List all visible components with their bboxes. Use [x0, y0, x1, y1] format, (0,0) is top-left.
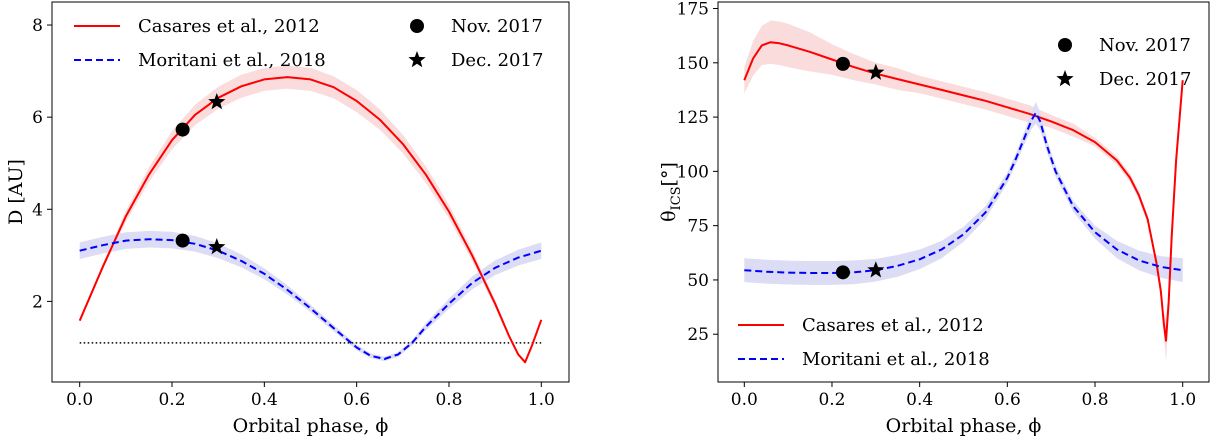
x-tick-label: 1.0	[528, 390, 555, 410]
legend-marker-star	[1056, 70, 1074, 87]
axes-frame	[717, 1, 1210, 383]
legend-marker-star	[408, 51, 426, 68]
band-casares	[744, 20, 1183, 363]
y-tick-label: 175	[677, 0, 709, 20]
band-moritani	[744, 101, 1183, 285]
marker-dec-2017-0	[208, 93, 226, 110]
band-casares	[79, 65, 542, 364]
x-tick-label: 0.4	[251, 390, 278, 410]
x-tick-label: 0.2	[158, 390, 185, 410]
legend-bottom-left: Casares et al., 2012 Moritani et al., 201…	[738, 315, 990, 370]
y-tick-label: 150	[677, 54, 709, 74]
chart-panel-angle: 0.0 0.2 0.4 0.6 0.8 1.0 25 50 75 100 125 150 175 Orbi…	[658, 0, 1210, 437]
legend-top-right: Nov. 2017 Dec. 2017	[408, 16, 543, 71]
x-tick-label: 0.0	[731, 390, 758, 410]
y-tick-label: 100	[677, 162, 709, 182]
x-tick-label: 1.0	[1169, 390, 1196, 410]
y-tick-label: 6	[32, 108, 43, 128]
legend-label: Casares et al., 2012	[802, 315, 984, 336]
band-moritani	[79, 230, 542, 362]
plot-area	[78, 65, 543, 364]
legend-marker-circle	[1058, 38, 1072, 52]
x-tick-label: 0.8	[1081, 390, 1108, 410]
y-axis-label: θICS[°]	[658, 162, 684, 222]
x-axis-label: Orbital phase, ϕ	[886, 415, 1042, 437]
marker-nov-2017-1	[175, 233, 190, 248]
plot-area	[743, 20, 1184, 363]
x-tick-label: 0.8	[435, 390, 462, 410]
y-axis-label: D [AU]	[5, 159, 27, 225]
legend-marker-circle	[410, 19, 424, 33]
legend-label: Casares et al., 2012	[138, 16, 320, 37]
x-tick-label: 0.6	[343, 390, 370, 410]
axes-frame	[51, 1, 570, 383]
series-line-moritani	[79, 238, 542, 360]
x-axis-label: Orbital phase, ϕ	[233, 415, 389, 437]
legend-top-right: Nov. 2017 Dec. 2017	[1056, 35, 1191, 90]
legend-label: Dec. 2017	[1099, 69, 1191, 90]
y-tick-label: 50	[687, 271, 709, 291]
y-tick-label: 8	[32, 16, 43, 36]
x-tick-label: 0.6	[994, 390, 1021, 410]
y-tick-label: 25	[687, 325, 709, 345]
marker-dec-2017-1	[867, 261, 885, 278]
legend-label: Nov. 2017	[451, 16, 543, 37]
x-tick-label: 0.4	[906, 390, 933, 410]
y-tick-label: 125	[677, 108, 709, 128]
legend-label: Dec. 2017	[451, 50, 543, 71]
marker-dec-2017-0	[867, 63, 885, 80]
legend-label: Moritani et al., 2018	[802, 349, 990, 370]
legend-label: Moritani et al., 2018	[138, 50, 326, 71]
legend-label: Nov. 2017	[1099, 35, 1191, 56]
series-line-casares	[78, 76, 543, 364]
y-tick-label: 2	[32, 292, 43, 312]
legend-top-left: Casares et al., 2012 Moritani et al., 201…	[74, 16, 326, 71]
x-tick-label: 0.2	[818, 390, 845, 410]
y-tick-label: 4	[32, 200, 43, 220]
marker-dec-2017-1	[208, 238, 226, 255]
marker-nov-2017-0	[835, 56, 850, 71]
series-line-casares	[743, 41, 1184, 342]
marker-nov-2017-0	[175, 122, 190, 137]
x-tick-label: 0.0	[66, 390, 93, 410]
chart-panel-distance: 0.0 0.2 0.4 0.6 0.8 1.0 2 4 6 8 Orbital phase, ϕ D …	[5, 1, 570, 437]
marker-nov-2017-1	[835, 265, 850, 280]
series-line-moritani	[744, 111, 1183, 274]
y-tick-label: 75	[687, 217, 709, 237]
